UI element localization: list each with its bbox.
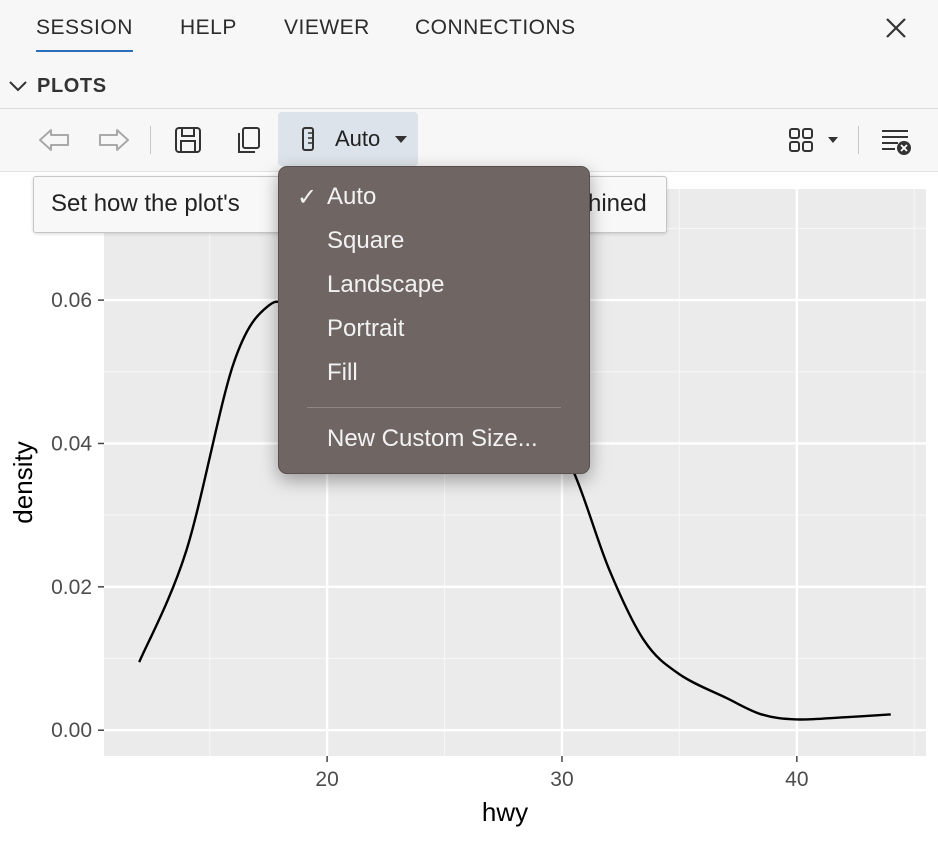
- x-tick-label: 30: [550, 768, 573, 791]
- clear-plots-icon[interactable]: [878, 119, 914, 161]
- x-axis-title: hwy: [482, 797, 528, 827]
- menu-item-portrait[interactable]: Portrait: [327, 315, 405, 342]
- panel-tab-bar: SESSION HELP VIEWER CONNECTIONS: [0, 0, 938, 62]
- toolbar-divider: [150, 126, 151, 154]
- close-icon[interactable]: [882, 14, 910, 42]
- back-arrow-icon[interactable]: [34, 119, 74, 161]
- tab-session[interactable]: SESSION: [36, 16, 133, 52]
- menu-item-auto[interactable]: Auto: [327, 183, 377, 210]
- ruler-icon: [300, 126, 316, 157]
- y-axis-title: density: [8, 441, 38, 523]
- caret-down-icon: [395, 136, 407, 143]
- plots-toolbar: Auto: [0, 109, 938, 172]
- plot-sizing-button[interactable]: Auto: [278, 112, 418, 166]
- tab-viewer[interactable]: VIEWER: [284, 16, 370, 39]
- tooltip-text-left: Set how the plot's: [51, 190, 240, 217]
- x-tick-label: 20: [315, 768, 338, 791]
- checkmark-icon: ✓: [297, 184, 318, 211]
- section-title: PLOTS: [37, 75, 107, 97]
- layout-grid-icon[interactable]: [786, 119, 844, 161]
- tab-connections[interactable]: CONNECTIONS: [415, 16, 576, 39]
- y-tick-label: 0.00: [51, 719, 92, 742]
- toolbar-divider: [858, 126, 859, 154]
- menu-item-square[interactable]: Square: [327, 227, 405, 254]
- tooltip-text-right: hined: [588, 190, 647, 217]
- plot-sizing-label: Auto: [335, 126, 381, 151]
- menu-item-landscape[interactable]: Landscape: [327, 271, 445, 298]
- y-tick-label: 0.02: [51, 576, 92, 599]
- menu-divider: [307, 407, 561, 408]
- save-icon[interactable]: [170, 119, 206, 161]
- copy-icon[interactable]: [230, 119, 266, 161]
- y-tick-label: 0.04: [51, 432, 92, 455]
- chevron-down-icon: [8, 78, 28, 94]
- x-tick-label: 40: [785, 768, 808, 791]
- menu-item-fill[interactable]: Fill: [327, 359, 358, 386]
- plots-section-header[interactable]: PLOTS: [0, 62, 938, 109]
- tab-help[interactable]: HELP: [180, 16, 237, 39]
- menu-item-new-custom-size[interactable]: New Custom Size...: [327, 425, 538, 452]
- sizing-dropdown-menu: ✓ Auto Square Landscape Portrait Fill Ne…: [278, 166, 590, 474]
- forward-arrow-icon[interactable]: [94, 119, 134, 161]
- y-tick-label: 0.06: [51, 289, 92, 312]
